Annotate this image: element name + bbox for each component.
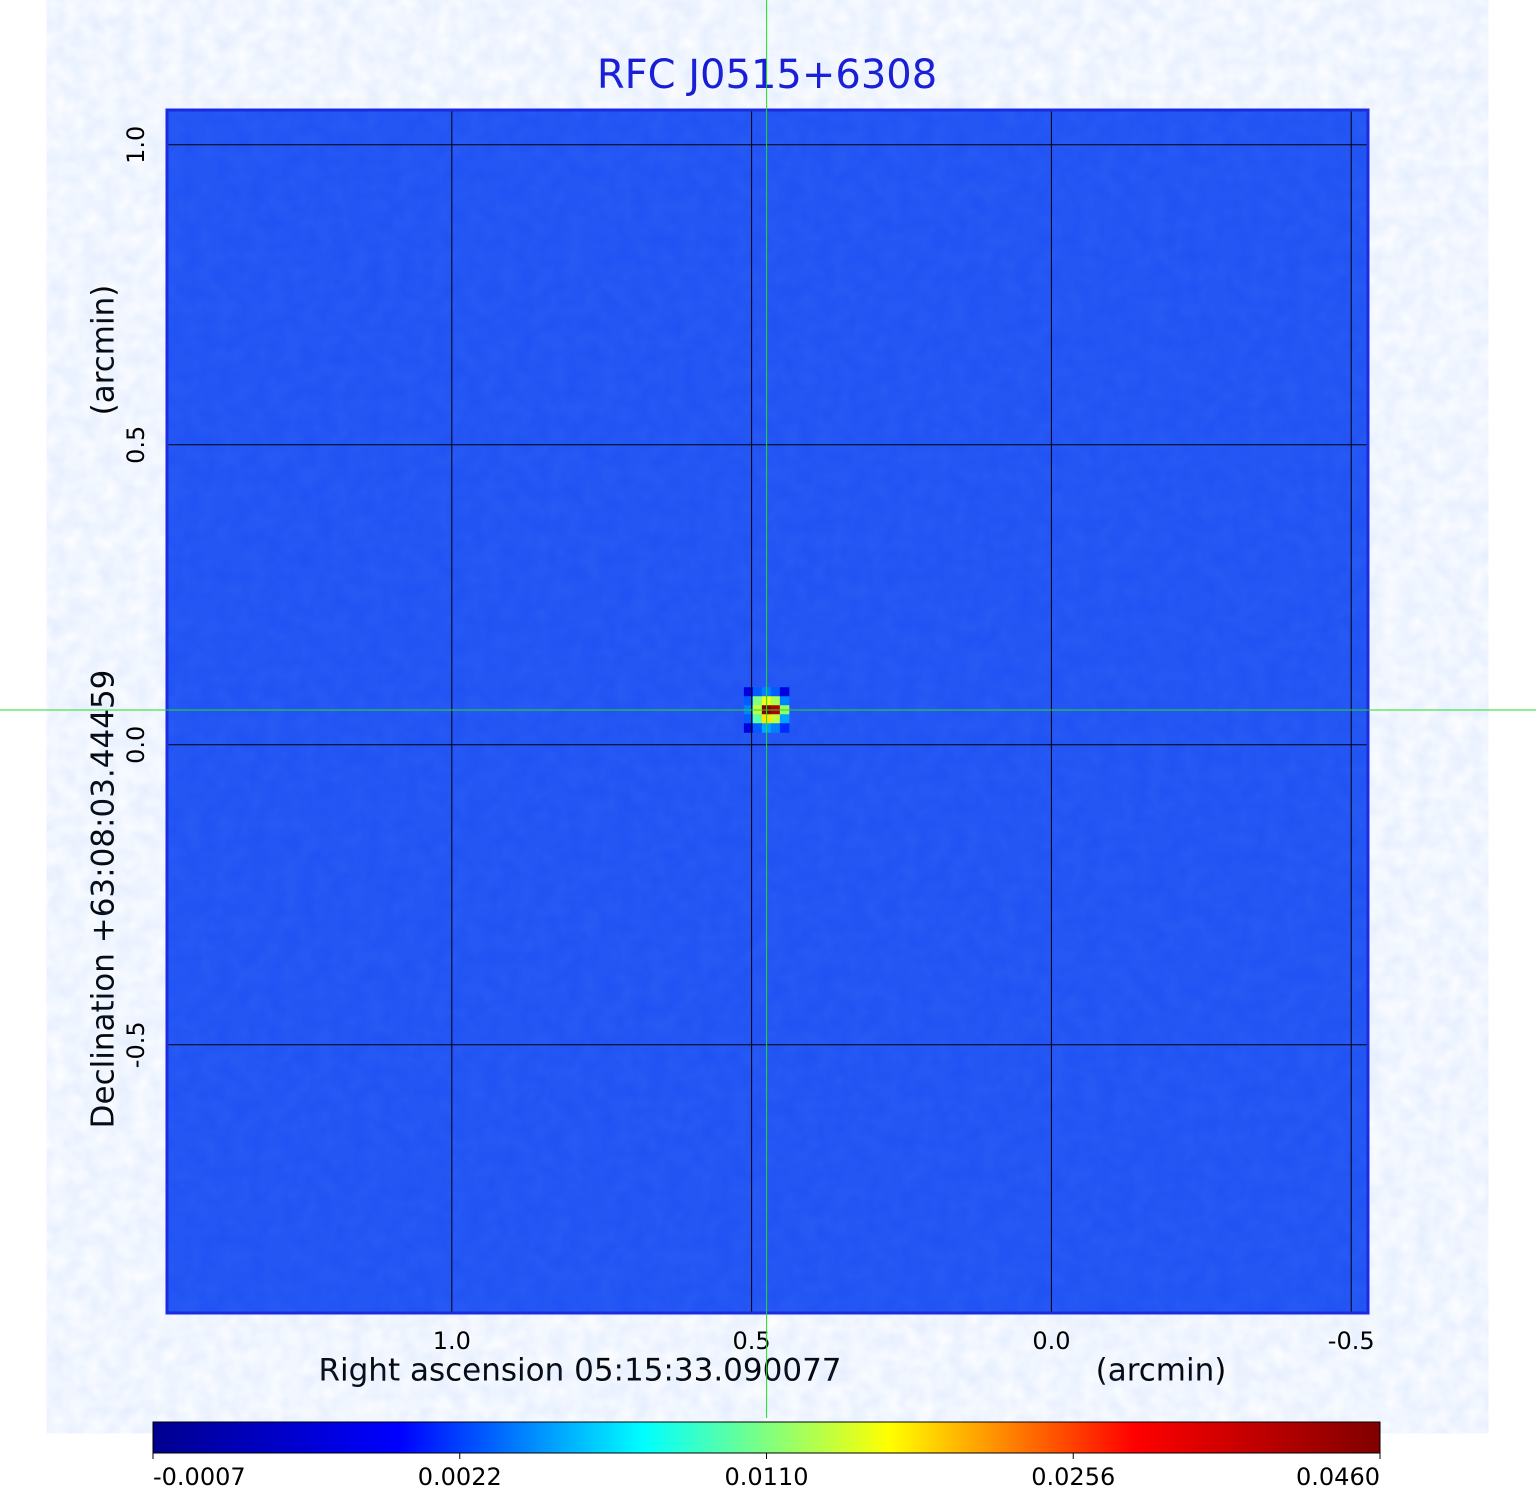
image-pixel: [752, 714, 763, 724]
plot-frame: [165, 108, 1370, 1315]
image-pixel: [743, 714, 754, 724]
x-axis-label: Right ascension 05:15:33.090077: [318, 1353, 841, 1389]
y-axis-unit: (arcmin): [86, 285, 122, 416]
colorbar-tick-label: 0.0460: [1296, 1463, 1380, 1491]
image-pixel: [770, 723, 781, 733]
x-tick-label: 0.5: [733, 1327, 771, 1355]
y-tick-label: 0.5: [122, 426, 150, 464]
y-tick-label: 1.0: [122, 126, 150, 164]
x-tick-label: 1.0: [433, 1327, 471, 1355]
colorbar-tick-label: 0.0110: [725, 1463, 809, 1491]
colorbar-tick-label: -0.0007: [153, 1463, 246, 1491]
image-pixel: [770, 696, 781, 706]
x-tick-label: -0.5: [1328, 1327, 1375, 1355]
image-pixel: [743, 687, 754, 697]
colorbar: [152, 1421, 1381, 1454]
image-pixel: [770, 687, 781, 697]
image-pixel: [779, 723, 790, 733]
x-tick-label: 0.0: [1032, 1327, 1070, 1355]
colorbar-tick-label: 0.0022: [418, 1463, 502, 1491]
y-tick-label: 0.0: [122, 726, 150, 764]
image-pixel: [752, 696, 763, 706]
image-pixel: [779, 696, 790, 706]
image-pixel: [752, 687, 763, 697]
image-pixel: [752, 723, 763, 733]
image-pixel: [779, 714, 790, 724]
image-pixel: [779, 687, 790, 697]
y-tick-label: -0.5: [122, 1021, 150, 1068]
x-axis-unit: (arcmin): [1096, 1353, 1227, 1389]
image-pixel: [743, 696, 754, 706]
y-axis-label: Declination +63:08:03.44459: [86, 670, 122, 1129]
colorbar-tick-label: 0.0256: [1031, 1463, 1115, 1491]
image-pixel: [743, 723, 754, 733]
image-pixel: [770, 714, 781, 724]
